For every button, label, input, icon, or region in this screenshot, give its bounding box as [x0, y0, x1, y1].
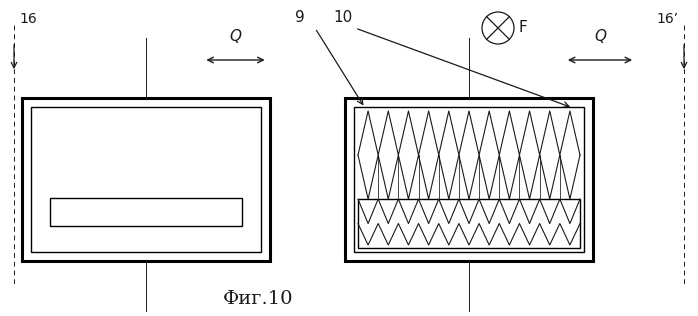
Text: 9: 9	[295, 10, 305, 25]
Text: F: F	[519, 21, 528, 35]
Bar	[354, 107, 584, 252]
Text: Фиг.10: Фиг.10	[223, 290, 294, 308]
Bar	[31, 107, 261, 252]
Text: 16: 16	[19, 12, 37, 26]
Bar	[358, 199, 580, 248]
Bar	[22, 98, 270, 261]
Bar	[345, 98, 593, 261]
Text: Q: Q	[594, 29, 606, 44]
Text: Q: Q	[230, 29, 242, 44]
Text: 10: 10	[334, 10, 352, 25]
Text: 16’: 16’	[657, 12, 679, 26]
Bar	[50, 198, 242, 226]
